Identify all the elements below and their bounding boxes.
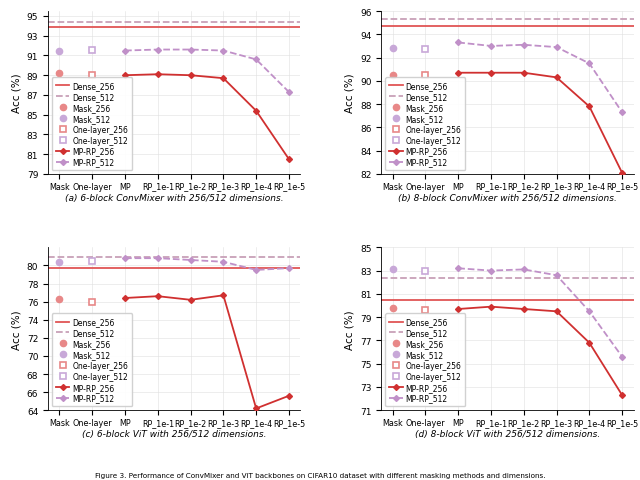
Text: (b) 8-block ConvMixer with 256/512 dimensions.: (b) 8-block ConvMixer with 256/512 dimen… (398, 194, 617, 203)
Text: (d) 8-block ViT with 256/512 dimensions.: (d) 8-block ViT with 256/512 dimensions. (415, 430, 600, 439)
Y-axis label: Acc (%): Acc (%) (12, 309, 21, 349)
Text: (c) 6-block ViT with 256/512 dimensions.: (c) 6-block ViT with 256/512 dimensions. (82, 430, 266, 439)
Legend: Dense_256, Dense_512, Mask_256, Mask_512, One-layer_256, One-layer_512, MP-RP_25: Dense_256, Dense_512, Mask_256, Mask_512… (52, 78, 132, 171)
Legend: Dense_256, Dense_512, Mask_256, Mask_512, One-layer_256, One-layer_512, MP-RP_25: Dense_256, Dense_512, Mask_256, Mask_512… (385, 314, 465, 407)
Y-axis label: Acc (%): Acc (%) (12, 73, 21, 113)
Y-axis label: Acc (%): Acc (%) (344, 309, 355, 349)
Legend: Dense_256, Dense_512, Mask_256, Mask_512, One-layer_256, One-layer_512, MP-RP_25: Dense_256, Dense_512, Mask_256, Mask_512… (385, 78, 465, 171)
Legend: Dense_256, Dense_512, Mask_256, Mask_512, One-layer_256, One-layer_512, MP-RP_25: Dense_256, Dense_512, Mask_256, Mask_512… (52, 314, 132, 407)
Y-axis label: Acc (%): Acc (%) (344, 73, 355, 113)
Text: (a) 6-block ConvMixer with 256/512 dimensions.: (a) 6-block ConvMixer with 256/512 dimen… (65, 194, 284, 203)
Text: Figure 3. Performance of ConvMixer and ViT backbones on CIFAR10 dataset with dif: Figure 3. Performance of ConvMixer and V… (95, 472, 545, 478)
